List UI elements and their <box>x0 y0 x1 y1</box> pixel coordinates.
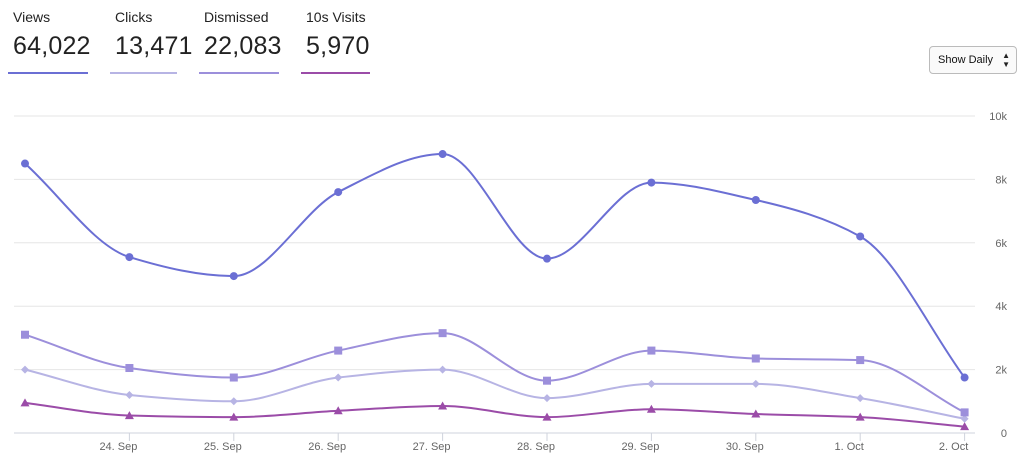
y-tick-label: 4k <box>995 301 1007 313</box>
metric-dismissed[interactable]: Dismissed 22,083 <box>199 6 282 74</box>
data-point[interactable] <box>438 329 447 338</box>
x-axis-ticks: 24. Sep 25. Sep 26. Sep 27. Sep 28. Sep 29. S… <box>99 433 968 453</box>
data-point[interactable] <box>856 394 865 403</box>
series-10s-visits[interactable] <box>20 398 970 431</box>
metric-value: 22,083 <box>204 32 282 60</box>
data-point[interactable] <box>438 150 447 159</box>
data-point[interactable] <box>21 365 29 374</box>
interval-select[interactable]: Show Daily ▲ ▼ <box>929 46 1017 74</box>
metric-tabs: Views 64,022 Clicks 13,471 Dismissed 22,… <box>8 6 392 74</box>
x-tick-label: 30. Sep <box>726 441 764 453</box>
series-clicks[interactable] <box>21 365 969 423</box>
x-tick-label: 29. Sep <box>621 441 659 453</box>
x-tick-label: 2. Oct <box>939 441 968 453</box>
metric-clicks[interactable]: Clicks 13,471 <box>110 6 192 74</box>
metric-value: 13,471 <box>115 32 193 60</box>
series-line-10s-visits <box>24 401 966 428</box>
data-point[interactable] <box>229 272 238 281</box>
data-point[interactable] <box>125 364 134 373</box>
data-point[interactable] <box>751 379 760 388</box>
data-point[interactable] <box>124 411 134 420</box>
data-point[interactable] <box>855 412 865 421</box>
data-point[interactable] <box>333 406 343 415</box>
metric-label: Clicks <box>115 9 153 25</box>
data-point[interactable] <box>125 253 134 262</box>
data-point[interactable] <box>438 401 448 410</box>
metric-underline <box>199 72 279 74</box>
series-views[interactable] <box>21 150 969 382</box>
data-point[interactable] <box>751 196 760 205</box>
data-point[interactable] <box>20 398 30 407</box>
data-point[interactable] <box>960 408 969 417</box>
data-point[interactable] <box>334 373 343 382</box>
series-line-views <box>24 153 966 379</box>
data-point[interactable] <box>856 232 865 241</box>
metric-views[interactable]: Views 64,022 <box>8 6 91 74</box>
metric-label: Views <box>13 9 51 25</box>
data-point[interactable] <box>647 379 656 388</box>
x-tick-label: 1. Oct <box>835 441 864 453</box>
x-tick-label: 24. Sep <box>99 441 137 453</box>
metric-underline <box>301 72 370 74</box>
metric-value: 5,970 <box>306 32 370 60</box>
data-point[interactable] <box>125 390 134 399</box>
data-point[interactable] <box>647 178 656 187</box>
x-tick-label: 28. Sep <box>517 441 555 453</box>
data-point[interactable] <box>856 356 865 365</box>
data-point[interactable] <box>229 373 238 382</box>
data-point[interactable] <box>960 373 969 382</box>
metric-label: Dismissed <box>204 9 269 25</box>
series-line-dismissed <box>24 332 966 414</box>
metric-10s-visits[interactable]: 10s Visits 5,970 <box>301 6 370 74</box>
series-dismissed[interactable] <box>21 329 969 417</box>
data-point[interactable] <box>647 346 656 355</box>
gridlines <box>14 115 975 434</box>
data-point[interactable] <box>751 409 761 418</box>
chevron-up-down-icon: ▲ ▼ <box>1002 51 1010 69</box>
x-tick-label: 25. Sep <box>204 441 242 453</box>
series[interactable] <box>20 150 970 431</box>
data-point[interactable] <box>229 412 239 421</box>
metric-label: 10s Visits <box>306 9 366 25</box>
data-point[interactable] <box>21 330 29 339</box>
data-point[interactable] <box>229 397 238 406</box>
metric-underline <box>8 72 88 74</box>
x-tick-label: 27. Sep <box>413 441 451 453</box>
data-point[interactable] <box>438 365 447 374</box>
metric-value: 64,022 <box>13 32 91 60</box>
y-axis-ticks: 0 2k 4k 6k 8k 10k <box>989 111 1007 440</box>
data-point[interactable] <box>646 404 656 413</box>
data-point[interactable] <box>334 346 343 355</box>
data-point[interactable] <box>334 188 343 197</box>
data-point[interactable] <box>542 412 552 421</box>
y-tick-label: 2k <box>995 365 1007 377</box>
data-point[interactable] <box>960 414 969 423</box>
metric-underline <box>110 72 177 74</box>
y-tick-label: 0 <box>1001 428 1007 440</box>
data-point[interactable] <box>543 394 551 403</box>
data-point[interactable] <box>960 422 970 431</box>
data-point[interactable] <box>543 376 551 385</box>
data-point[interactable] <box>21 159 29 168</box>
series-line-clicks <box>24 368 966 420</box>
y-tick-label: 10k <box>989 111 1007 123</box>
x-tick-label: 26. Sep <box>308 441 346 453</box>
data-point[interactable] <box>543 254 551 263</box>
y-tick-label: 8k <box>995 174 1007 186</box>
data-point[interactable] <box>751 354 760 363</box>
y-tick-label: 6k <box>995 238 1007 250</box>
interval-select-value: Show Daily <box>938 54 994 66</box>
